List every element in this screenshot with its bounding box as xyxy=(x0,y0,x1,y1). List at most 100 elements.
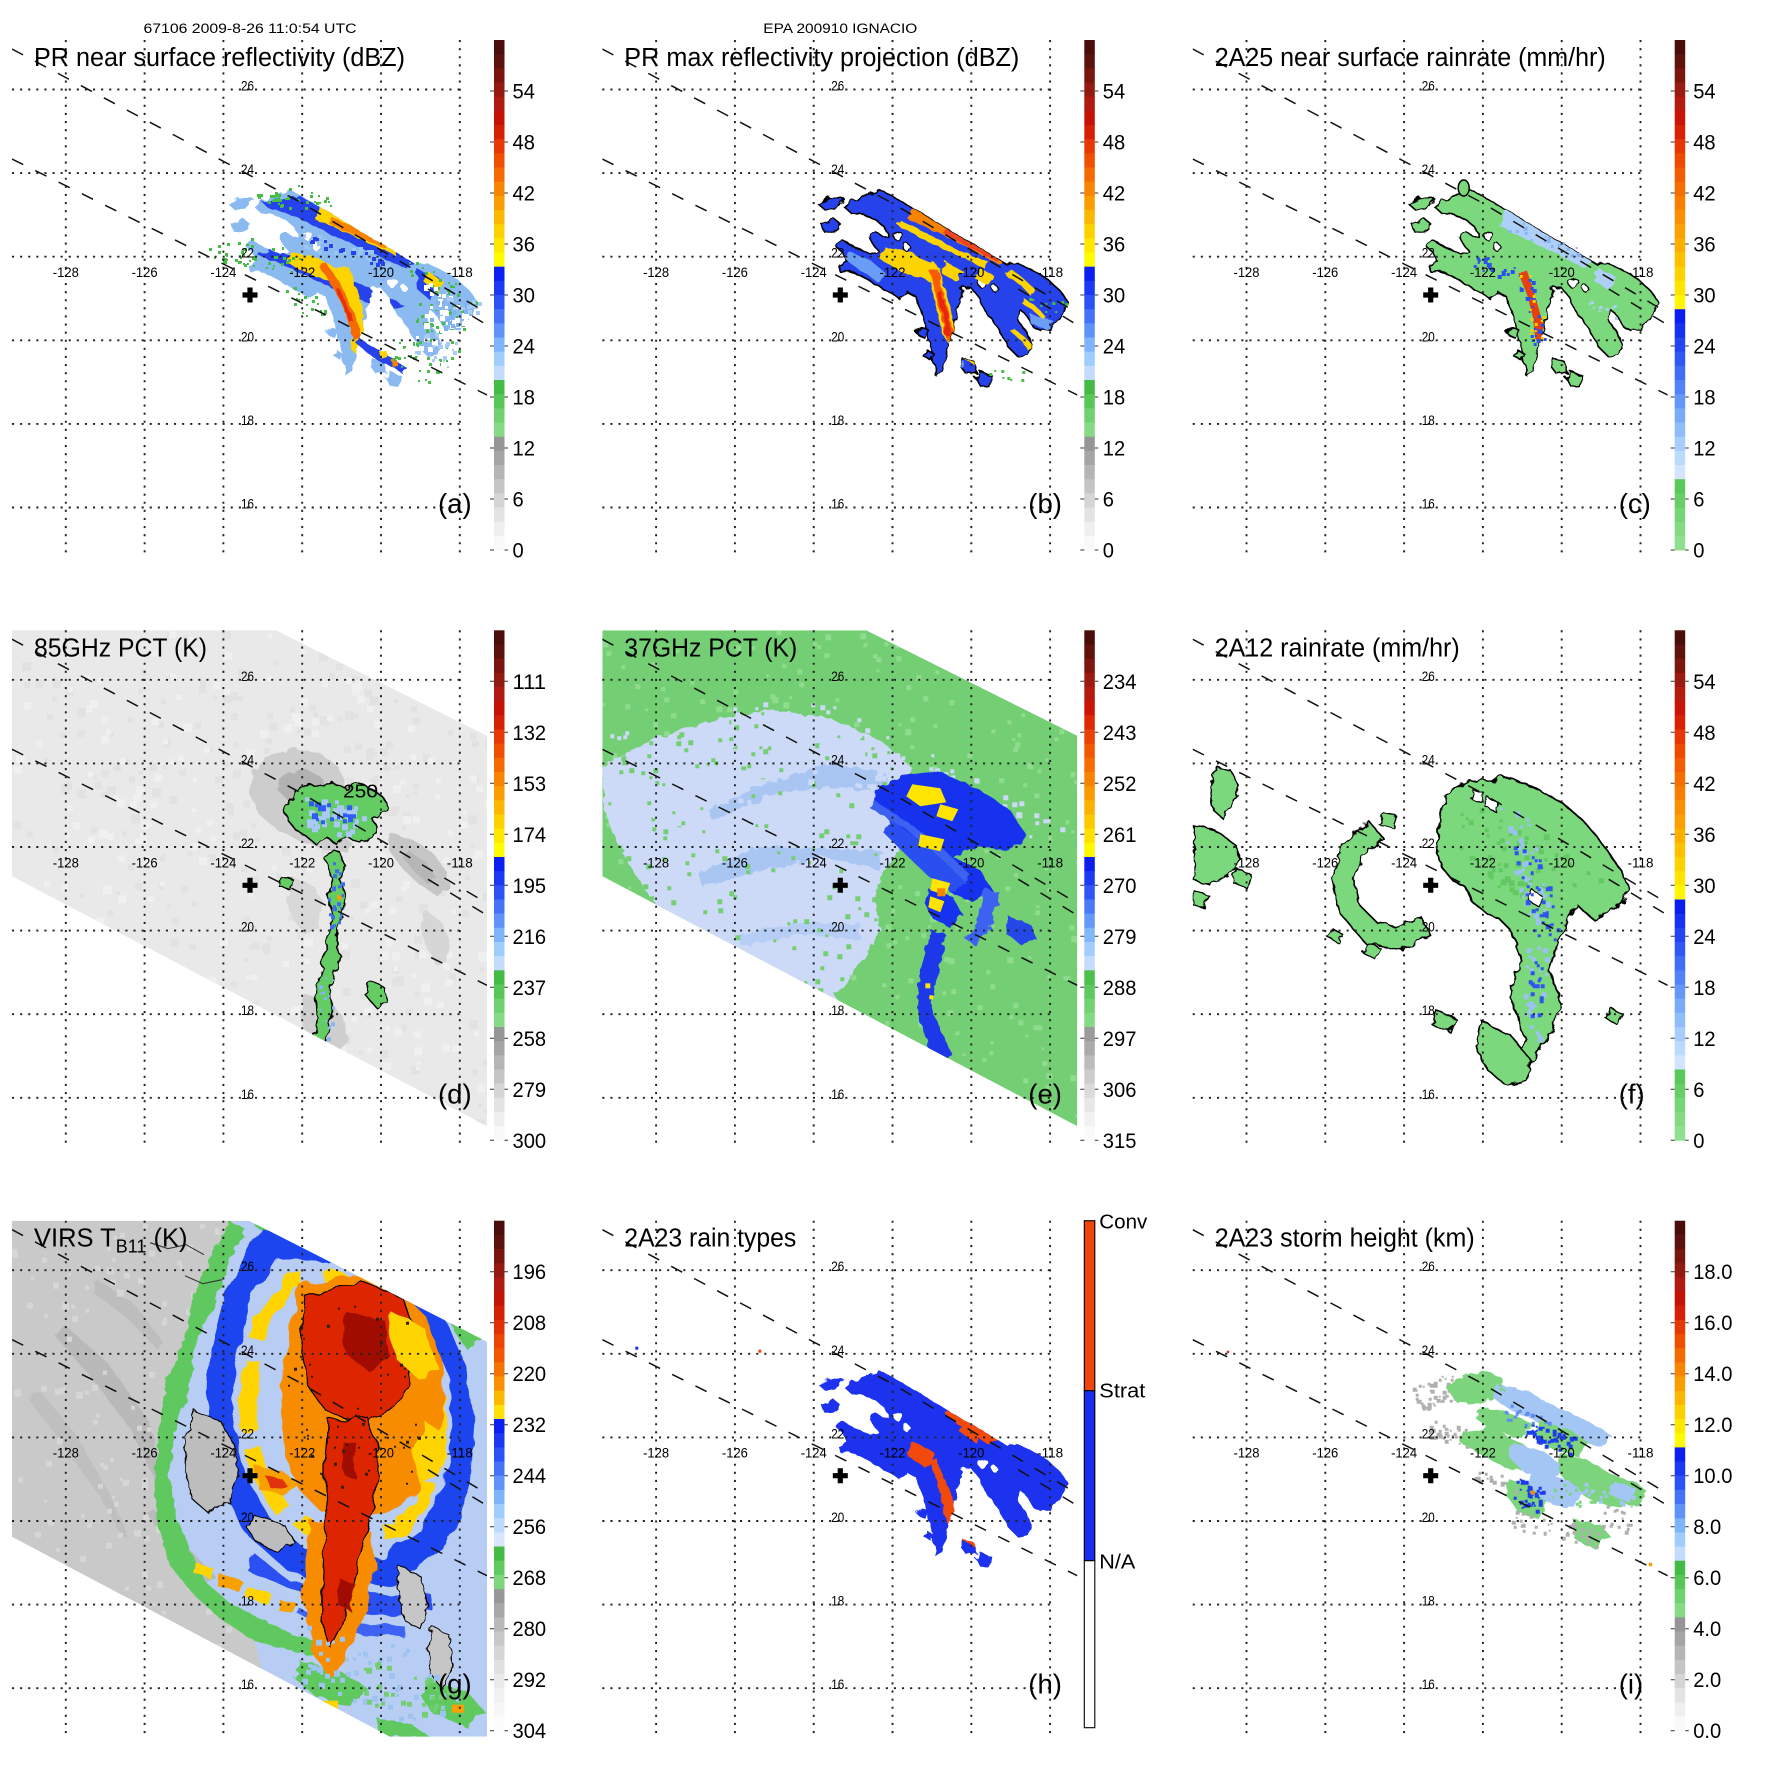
svg-text:18: 18 xyxy=(1103,386,1125,410)
svg-text:(h): (h) xyxy=(1028,1669,1062,1700)
svg-text:54: 54 xyxy=(1693,670,1715,694)
svg-text:8.0: 8.0 xyxy=(1693,1515,1721,1539)
svg-text:18: 18 xyxy=(513,386,535,410)
svg-text:20: 20 xyxy=(831,328,844,344)
svg-text:18: 18 xyxy=(241,1593,254,1609)
svg-text:-122: -122 xyxy=(289,264,315,280)
svg-text:0: 0 xyxy=(1693,539,1704,563)
svg-text:67106 2009-8-26 11:0:54 UTC: 67106 2009-8-26 11:0:54 UTC xyxy=(144,21,357,37)
svg-text:258: 258 xyxy=(513,1027,547,1051)
svg-text:42: 42 xyxy=(1693,182,1715,206)
svg-text:306: 306 xyxy=(1103,1078,1137,1102)
svg-text:30: 30 xyxy=(513,284,535,308)
svg-text:(f): (f) xyxy=(1619,1078,1645,1109)
svg-text:48: 48 xyxy=(1693,131,1715,155)
svg-text:-120: -120 xyxy=(1549,1445,1575,1461)
svg-text:-124: -124 xyxy=(1391,854,1417,870)
svg-text:26: 26 xyxy=(241,1258,254,1274)
svg-text:Strat: Strat xyxy=(1099,1380,1145,1403)
svg-text:16: 16 xyxy=(241,1086,254,1102)
svg-text:20: 20 xyxy=(831,919,844,935)
svg-text:22: 22 xyxy=(1422,835,1435,851)
svg-text:-124: -124 xyxy=(801,1445,827,1461)
svg-text:243: 243 xyxy=(1103,721,1137,745)
svg-text:-122: -122 xyxy=(880,854,906,870)
svg-text:16: 16 xyxy=(831,1676,844,1692)
svg-text:16: 16 xyxy=(1422,1676,1435,1692)
svg-text:279: 279 xyxy=(1103,925,1137,949)
svg-text:16: 16 xyxy=(831,496,844,512)
svg-text:-118: -118 xyxy=(1037,1445,1063,1461)
svg-text:48: 48 xyxy=(513,131,535,155)
svg-text:18: 18 xyxy=(1693,386,1715,410)
svg-text:288: 288 xyxy=(1103,976,1137,1000)
svg-text:-124: -124 xyxy=(1391,264,1417,280)
svg-text:18: 18 xyxy=(1693,976,1715,1000)
svg-text:-118: -118 xyxy=(447,1445,473,1461)
svg-text:42: 42 xyxy=(1103,182,1125,206)
svg-text:16: 16 xyxy=(1422,1086,1435,1102)
svg-text:24: 24 xyxy=(1693,925,1715,949)
svg-text:18: 18 xyxy=(831,1002,844,1018)
svg-text:-128: -128 xyxy=(643,264,669,280)
svg-text:-122: -122 xyxy=(880,264,906,280)
svg-text:-120: -120 xyxy=(368,264,394,280)
svg-text:250: 250 xyxy=(343,781,378,801)
svg-text:12.0: 12.0 xyxy=(1693,1413,1732,1437)
svg-text:297: 297 xyxy=(1103,1027,1137,1051)
svg-text:16: 16 xyxy=(831,1086,844,1102)
svg-text:132: 132 xyxy=(513,721,547,745)
svg-text:-128: -128 xyxy=(53,854,79,870)
svg-text:48: 48 xyxy=(1103,131,1125,155)
svg-text:-118: -118 xyxy=(1628,264,1654,280)
svg-text:315: 315 xyxy=(1103,1129,1137,1153)
svg-text:-122: -122 xyxy=(1470,1445,1496,1461)
svg-text:24: 24 xyxy=(831,1342,844,1358)
svg-text:20: 20 xyxy=(831,1509,844,1525)
svg-text:24: 24 xyxy=(1103,335,1125,359)
svg-text:22: 22 xyxy=(241,245,254,261)
svg-text:237: 237 xyxy=(513,976,547,1000)
svg-text:36: 36 xyxy=(1103,233,1125,257)
svg-text:24: 24 xyxy=(241,1342,254,1358)
svg-text:PR near surface reflectivity (: PR near surface reflectivity (dBZ) xyxy=(34,44,405,72)
svg-text:0.0: 0.0 xyxy=(1693,1719,1721,1743)
svg-text:26: 26 xyxy=(831,1258,844,1274)
svg-text:261: 261 xyxy=(1103,823,1137,847)
svg-text:-122: -122 xyxy=(289,854,315,870)
svg-text:42: 42 xyxy=(1693,772,1715,796)
svg-text:16: 16 xyxy=(241,1676,254,1692)
svg-text:20: 20 xyxy=(241,1509,254,1525)
svg-text:-120: -120 xyxy=(368,1445,394,1461)
svg-text:-128: -128 xyxy=(53,1445,79,1461)
svg-text:12: 12 xyxy=(1693,1027,1715,1051)
svg-text:195: 195 xyxy=(513,874,547,898)
svg-text:196: 196 xyxy=(513,1260,547,1284)
svg-text:208: 208 xyxy=(513,1311,547,1335)
svg-text:12: 12 xyxy=(1693,437,1715,461)
svg-text:37GHz PCT (K): 37GHz PCT (K) xyxy=(624,634,797,662)
svg-text:270: 270 xyxy=(1103,874,1137,898)
svg-text:0: 0 xyxy=(1693,1129,1704,1153)
svg-text:16: 16 xyxy=(1422,496,1435,512)
svg-text:24: 24 xyxy=(831,751,844,767)
svg-text:-126: -126 xyxy=(1312,264,1338,280)
svg-text:-122: -122 xyxy=(880,1445,906,1461)
svg-text:22: 22 xyxy=(831,835,844,851)
svg-text:18: 18 xyxy=(831,1593,844,1609)
svg-text:26: 26 xyxy=(1422,78,1435,94)
svg-text:-124: -124 xyxy=(210,854,236,870)
svg-text:26: 26 xyxy=(1422,1258,1435,1274)
svg-text:12: 12 xyxy=(513,437,535,461)
svg-text:22: 22 xyxy=(831,1425,844,1441)
svg-text:36: 36 xyxy=(1693,233,1715,257)
svg-text:2A23 rain types: 2A23 rain types xyxy=(624,1225,796,1253)
svg-text:16: 16 xyxy=(241,496,254,512)
svg-text:26: 26 xyxy=(831,78,844,94)
svg-text:36: 36 xyxy=(513,233,535,257)
svg-text:-118: -118 xyxy=(1037,854,1063,870)
svg-text:6: 6 xyxy=(1693,488,1704,512)
svg-text:20: 20 xyxy=(1422,1509,1435,1525)
svg-text:304: 304 xyxy=(513,1719,547,1743)
svg-text:-118: -118 xyxy=(1037,264,1063,280)
